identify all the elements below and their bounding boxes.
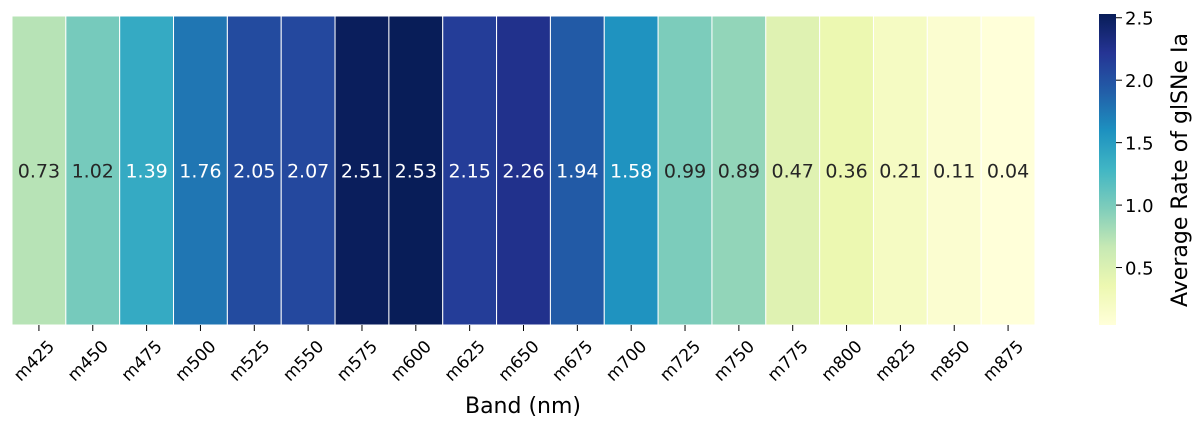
heatmap-cell-m875 bbox=[980, 15, 1036, 326]
heatmap-cell-m850 bbox=[926, 15, 982, 326]
heatmap-cells: 0.73 1.02 1.39 1.76 2.05 2.07 2.51 2.53 2.15 2.26… bbox=[11, 15, 1036, 326]
cell-value-label: 1.58 bbox=[610, 161, 652, 183]
x-tick-label: m725 bbox=[656, 337, 705, 386]
heatmap-cell-m475 bbox=[119, 15, 175, 326]
x-tick-label: m525 bbox=[226, 337, 275, 386]
heatmap-cell-m725 bbox=[657, 15, 713, 326]
x-tick-label: m825 bbox=[872, 337, 921, 386]
cell-value-label: 2.15 bbox=[449, 161, 491, 183]
heatmap-cell-m500 bbox=[173, 15, 228, 326]
colorbar-label: Average Rate of glSNe Ia bbox=[1168, 33, 1193, 307]
x-axis-ticks: m425 m450 m475 m500 m525 m550 m575 m600 m625 m650… bbox=[10, 325, 1028, 386]
cell-value-label: 1.76 bbox=[179, 161, 221, 183]
cell-value-label: 0.04 bbox=[987, 161, 1029, 183]
heatmap-cell-m650 bbox=[496, 15, 551, 326]
cell-value-label: 1.39 bbox=[125, 161, 167, 183]
x-tick-label: m625 bbox=[441, 337, 490, 386]
colorbar-tick-label: 1.0 bbox=[1125, 196, 1154, 217]
colorbar-tick-label: 2.0 bbox=[1125, 71, 1154, 92]
x-tick-label: m600 bbox=[387, 337, 436, 386]
cell-value-label: 1.02 bbox=[72, 161, 114, 183]
heatmap-cell-m775 bbox=[765, 15, 821, 326]
heatmap-cell-m825 bbox=[872, 15, 928, 326]
heatmap-cell-m550 bbox=[280, 15, 336, 326]
x-tick-label: m800 bbox=[818, 337, 867, 386]
cell-value-label: 0.21 bbox=[879, 161, 921, 183]
cell-value-label: 2.53 bbox=[395, 161, 437, 183]
x-tick-label: m450 bbox=[64, 337, 113, 386]
cell-value-label: 0.36 bbox=[825, 161, 867, 183]
cell-value-label: 2.26 bbox=[502, 161, 544, 183]
x-tick-label: m425 bbox=[10, 337, 59, 386]
x-tick-label: m475 bbox=[118, 337, 167, 386]
x-tick-label: m850 bbox=[925, 337, 974, 386]
x-tick-label: m875 bbox=[979, 337, 1028, 386]
cell-value-label: 0.73 bbox=[18, 161, 60, 183]
heatmap-cell-m525 bbox=[226, 15, 282, 326]
heatmap-cell-m425 bbox=[11, 15, 67, 326]
x-tick-label: m700 bbox=[602, 337, 651, 386]
cell-value-label: 0.11 bbox=[933, 161, 975, 183]
heatmap-cell-m700 bbox=[603, 15, 659, 326]
colorbar-tick-label: 2.5 bbox=[1125, 9, 1154, 30]
cell-value-label: 2.07 bbox=[287, 161, 329, 183]
x-tick-label: m550 bbox=[279, 337, 328, 386]
x-tick-label: m675 bbox=[549, 337, 598, 386]
cell-value-label: 0.47 bbox=[772, 161, 814, 183]
x-tick-label: m750 bbox=[710, 337, 759, 386]
cell-value-label: 2.05 bbox=[233, 161, 275, 183]
cell-value-label: 0.89 bbox=[718, 161, 760, 183]
colorbar-tick-label: 1.5 bbox=[1125, 134, 1154, 155]
colorbar-tick-label: 0.5 bbox=[1125, 259, 1154, 280]
heatmap-cell-m600 bbox=[388, 15, 444, 326]
x-tick-label: m650 bbox=[495, 337, 544, 386]
x-tick-label: m575 bbox=[333, 337, 382, 386]
x-tick-label: m775 bbox=[764, 337, 813, 386]
heatmap-cell-m450 bbox=[65, 15, 121, 326]
x-tick-label: m500 bbox=[172, 337, 221, 386]
x-axis-label: Band (nm) bbox=[465, 394, 581, 419]
colorbar-ticks: 0.5 1.0 1.5 2.0 2.5 bbox=[1116, 9, 1154, 280]
heatmap-cell-m750 bbox=[711, 15, 767, 326]
heatmap-cell-m800 bbox=[819, 15, 874, 326]
colorbar bbox=[1099, 14, 1116, 325]
cell-value-label: 2.51 bbox=[341, 161, 383, 183]
cell-value-label: 0.99 bbox=[664, 161, 706, 183]
cell-value-label: 1.94 bbox=[556, 161, 598, 183]
